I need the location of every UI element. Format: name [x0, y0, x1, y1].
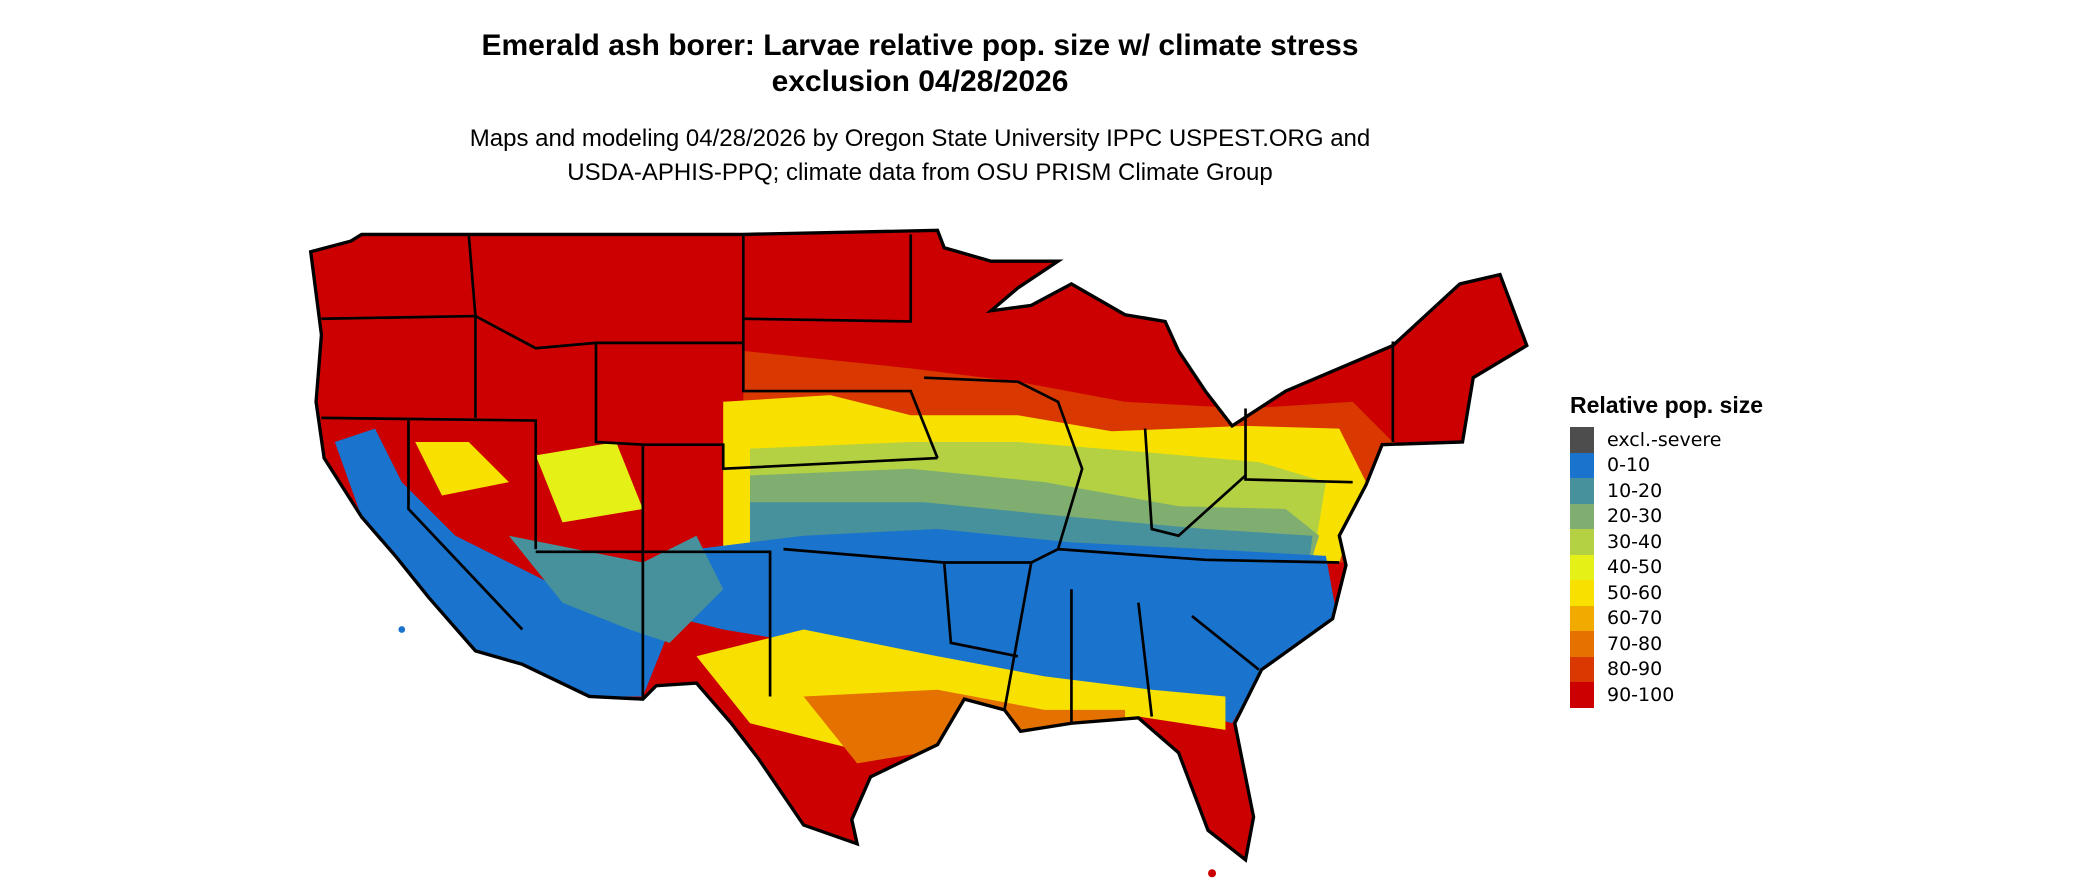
legend-item: 80-90 — [1570, 656, 1763, 682]
zone-50-60-west — [415, 441, 509, 496]
legend-item: 40-50 — [1570, 554, 1763, 580]
legend-item: 10-20 — [1570, 478, 1763, 504]
zone-40-50-west — [535, 441, 643, 523]
legend-label: 0-10 — [1607, 454, 1651, 477]
legend-item: 50-60 — [1570, 580, 1763, 606]
map-title: Emerald ash borer: Larvae relative pop. … — [0, 28, 1840, 100]
map-subtitle: Maps and modeling 04/28/2026 by Oregon S… — [0, 122, 1840, 190]
legend-item: 20-30 — [1570, 503, 1763, 529]
legend-swatch — [1570, 554, 1594, 580]
state-borders — [321, 234, 1395, 724]
legend-label: 40-50 — [1607, 556, 1663, 579]
channel-islands — [398, 626, 406, 633]
legend-swatch — [1570, 682, 1594, 708]
legend-title: Relative pop. size — [1570, 392, 1764, 418]
legend-label: 20-30 — [1607, 505, 1663, 528]
legend-swatch — [1570, 478, 1594, 504]
legend-label: 50-60 — [1607, 581, 1663, 604]
zone-10-20-west — [508, 535, 724, 643]
zone-0-10-west — [334, 428, 670, 697]
subtitle-line-1: Maps and modeling 04/28/2026 by Oregon S… — [469, 125, 1371, 152]
islands — [398, 626, 1217, 878]
legend-swatch — [1570, 631, 1594, 657]
legend-swatch — [1570, 580, 1594, 606]
title-line-1: Emerald ash borer: Larvae relative pop. … — [481, 29, 1359, 62]
legend-item: 0-10 — [1570, 452, 1763, 478]
legend-swatch — [1570, 605, 1594, 631]
legend-item: 90-100 — [1570, 682, 1763, 708]
legend-swatch — [1570, 656, 1594, 682]
legend-label: 30-40 — [1607, 530, 1663, 553]
title-line-2: exclusion 04/28/2026 — [771, 65, 1069, 98]
population-raster — [310, 230, 1527, 860]
legend-label: 60-70 — [1607, 607, 1663, 630]
legend-swatch — [1570, 529, 1594, 555]
legend-label: excl.-severe — [1607, 428, 1722, 451]
legend-item: excl.-severe — [1570, 427, 1763, 453]
florida-keys — [1208, 869, 1217, 878]
subtitle-line-2: USDA-APHIS-PPQ; climate data from OSU PR… — [567, 159, 1273, 186]
legend-label: 90-100 — [1607, 683, 1675, 706]
legend: Relative pop. size excl.-severe 0-10 10-20… — [1570, 392, 1763, 708]
legend-swatch — [1570, 452, 1594, 478]
zone-0-10-east — [669, 529, 1340, 724]
legend-item: 70-80 — [1570, 631, 1763, 657]
legend-swatch — [1570, 503, 1594, 529]
legend-item: 60-70 — [1570, 605, 1763, 631]
legend-item: 30-40 — [1570, 529, 1763, 555]
legend-label: 80-90 — [1607, 658, 1663, 681]
legend-label: 70-80 — [1607, 632, 1663, 655]
legend-swatch — [1570, 427, 1594, 453]
legend-label: 10-20 — [1607, 479, 1663, 502]
